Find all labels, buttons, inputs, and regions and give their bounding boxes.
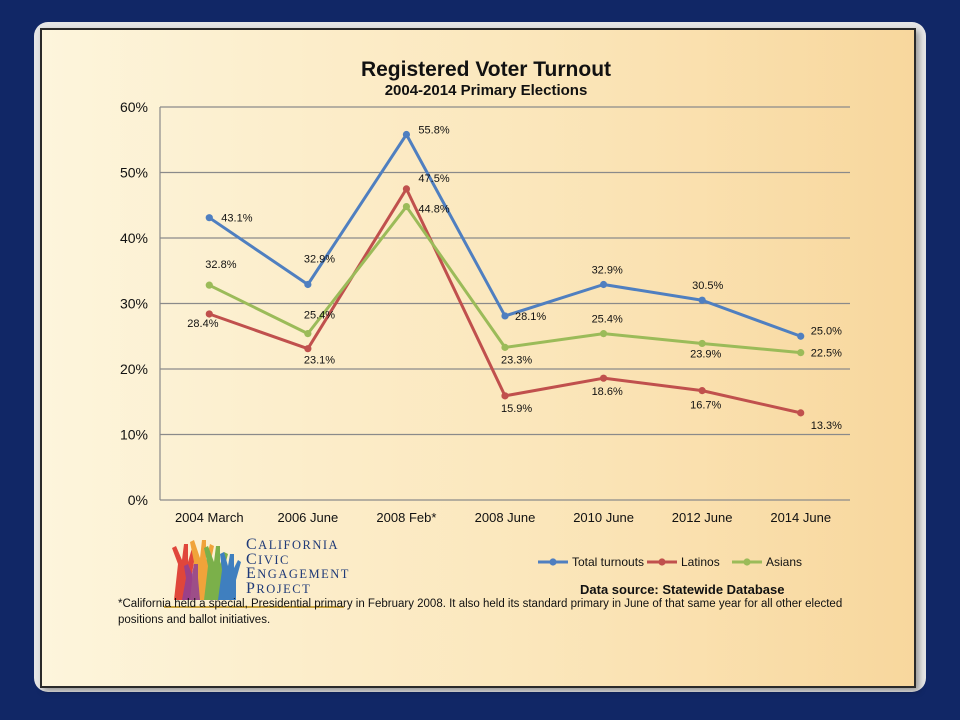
y-tick-label: 60% [120, 99, 148, 115]
data-point [599, 374, 608, 382]
y-tick-label: 40% [120, 230, 148, 246]
x-tick-label: 2006 June [277, 510, 338, 525]
legend-label: Latinos [681, 555, 720, 569]
data-point [205, 281, 213, 289]
data-point [698, 339, 706, 348]
logo-line-2: CIVIC [246, 550, 290, 568]
data-label: 47.5% [418, 173, 449, 185]
data-point [402, 185, 411, 193]
legend-label: Total turnouts [572, 555, 644, 569]
x-tick-label: 2012 June [672, 510, 733, 525]
data-label: 32.9% [592, 265, 623, 277]
chart-title: Registered Voter Turnout [361, 58, 611, 81]
y-tick-label: 30% [120, 296, 148, 312]
raised-hands-icon [172, 540, 241, 600]
data-point [698, 387, 706, 395]
x-tick-label: 2008 June [475, 510, 536, 525]
logo-underline [164, 606, 344, 608]
footnote: *California held a special, Presidential… [118, 598, 843, 626]
data-label: 28.4% [187, 318, 218, 330]
x-tick-label: 2014 June [770, 510, 831, 525]
data-label: 43.1% [221, 213, 252, 225]
x-axis-ticks: 2004 March 2006 June 2008 Feb* 2008 June 201… [175, 510, 831, 525]
data-point [797, 409, 805, 417]
data-label: 25.4% [592, 314, 623, 326]
data-point [599, 330, 608, 338]
logo-line-3: ENGAGEMENT [246, 565, 350, 582]
legend-label: Asians [766, 555, 802, 569]
data-label: 13.3% [811, 420, 842, 432]
series-layer [205, 130, 805, 417]
data-point [205, 214, 213, 222]
series-line-latinos [208, 187, 802, 415]
data-point [304, 280, 312, 289]
legend-marker [549, 558, 557, 566]
y-tick-label: 0% [128, 492, 148, 508]
legend-marker [743, 558, 751, 566]
data-label: 23.1% [304, 355, 335, 367]
data-label: 32.9% [304, 254, 335, 266]
data-point [402, 202, 411, 211]
data-point [501, 312, 509, 320]
data-label: 23.3% [501, 354, 532, 366]
data-point [501, 343, 509, 351]
logo-line-4: PROJECT [246, 579, 312, 597]
data-label: 30.5% [692, 280, 723, 292]
data-label: 23.9% [690, 348, 721, 360]
data-labels-layer: 43.1% 32.9% 55.8% 28.1% 32.9% 30.5% 25.0% 28.4%… [187, 125, 842, 432]
logo-line-1: CALIFORNIA [246, 536, 340, 553]
y-tick-label: 50% [120, 165, 148, 181]
data-label: 32.8% [205, 259, 236, 271]
data-point [698, 296, 706, 304]
data-label: 22.5% [811, 348, 842, 360]
logo-wordmark: CALIFORNIA CIVIC ENGAGEMENT PROJECT [246, 536, 350, 597]
data-label: 25.4% [304, 310, 335, 322]
data-label: 25.0% [811, 325, 842, 337]
data-point [501, 392, 509, 400]
data-point [304, 330, 312, 338]
data-label: 16.7% [690, 400, 721, 412]
data-label: 18.6% [592, 386, 623, 398]
data-label: 15.9% [501, 403, 532, 415]
chart-subtitle: 2004-2014 Primary Elections [385, 82, 588, 99]
x-tick-label: 2008 Feb* [376, 510, 436, 525]
data-point [797, 332, 805, 340]
legend: Total turnouts Latinos Asians [538, 555, 802, 569]
y-tick-label: 20% [120, 361, 148, 377]
x-tick-label: 2004 March [175, 510, 244, 525]
gridlines [159, 106, 850, 501]
data-point [402, 130, 411, 139]
data-point [205, 310, 213, 318]
data-point [304, 345, 312, 353]
data-label: 55.8% [418, 125, 449, 137]
data-source-note: Data source: Statewide Database [580, 582, 784, 597]
data-point [797, 349, 805, 357]
data-label: 28.1% [515, 311, 546, 323]
data-label: 44.8% [418, 204, 449, 216]
data-point [599, 280, 608, 289]
y-tick-label: 10% [120, 427, 148, 443]
series-line-total-turnouts [208, 133, 802, 338]
legend-marker [658, 558, 666, 566]
y-axis-ticks: 0% 10% 20% 30% 40% 50% 60% [120, 99, 148, 508]
cce-project-logo: CALIFORNIA CIVIC ENGAGEMENT PROJECT [164, 534, 354, 608]
x-tick-label: 2010 June [573, 510, 634, 525]
